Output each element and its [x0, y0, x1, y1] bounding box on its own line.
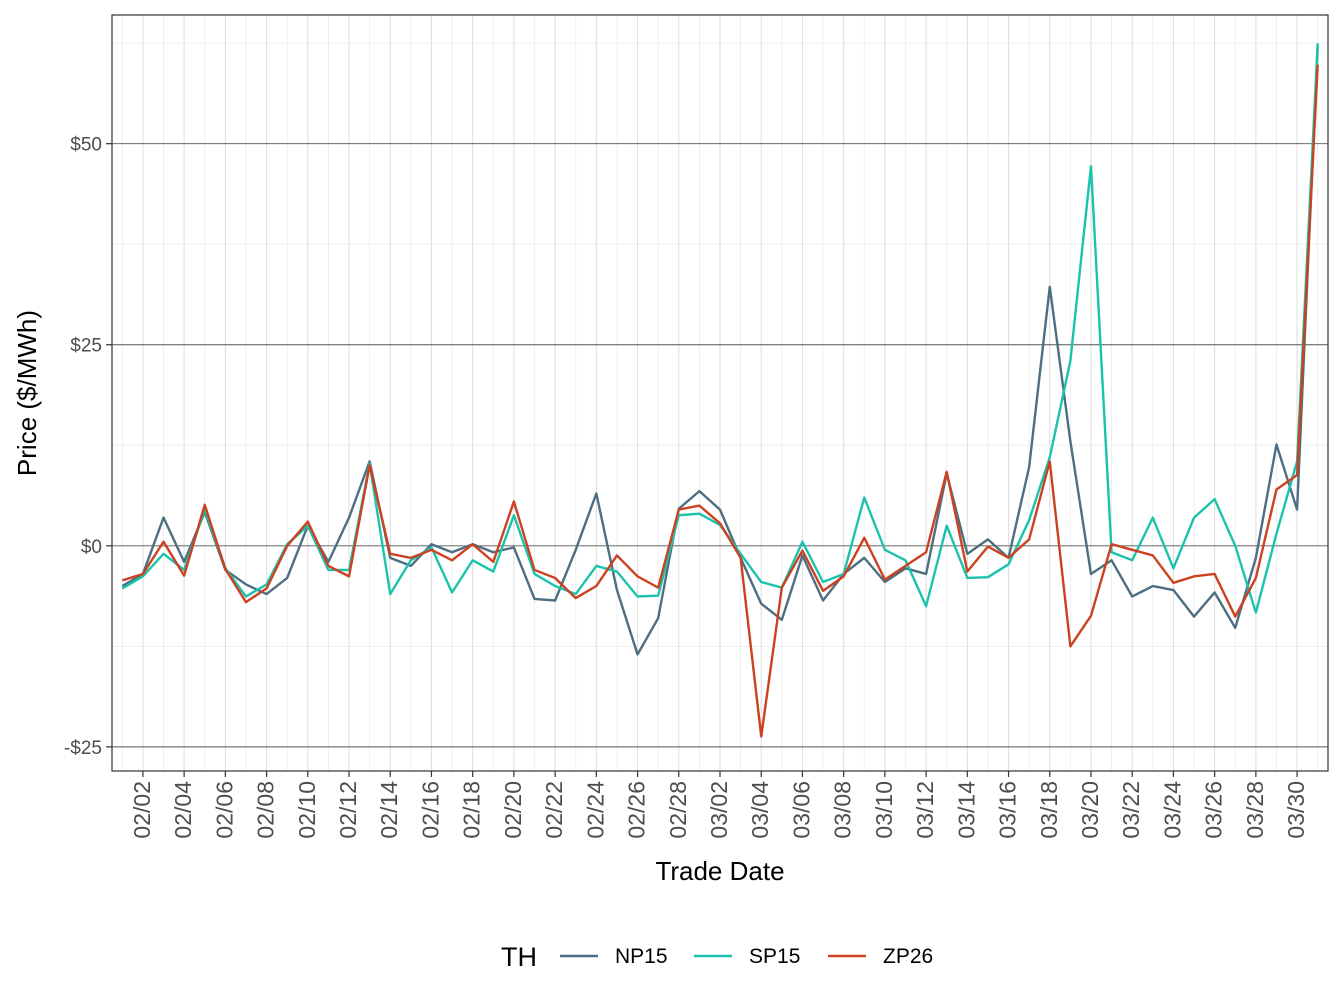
y-axis: -$25 $0 $25 $50	[64, 135, 112, 759]
x-tick-label: 03/20	[1077, 781, 1103, 839]
y-tick-label: -$25	[64, 738, 102, 759]
y-tick-label: $0	[81, 537, 102, 558]
x-tick-label: 03/30	[1283, 781, 1309, 839]
legend-label-zp26: ZP26	[883, 945, 933, 968]
y-tick-label: $25	[70, 336, 102, 357]
major-gridlines	[112, 15, 1328, 771]
x-tick-label: 02/10	[294, 781, 320, 839]
x-tick-label: 02/14	[376, 781, 402, 839]
legend-label-sp15: SP15	[749, 945, 800, 968]
series-lines	[121, 43, 1319, 738]
x-tick-label: 03/18	[1036, 781, 1062, 839]
x-tick-label: 02/20	[500, 781, 526, 839]
x-tick-label: 02/24	[582, 781, 608, 839]
x-axis: 02/02 02/04 02/06 02/08 02/10 02/12 02/14 02/16…	[129, 771, 1309, 839]
x-tick-label: 03/26	[1201, 781, 1227, 839]
x-tick-label: 03/10	[871, 781, 897, 839]
legend-label-np15: NP15	[615, 945, 668, 968]
y-axis-title: Price ($/MWh)	[12, 310, 42, 476]
series-line-zp26	[121, 64, 1319, 738]
x-tick-label: 02/28	[665, 781, 691, 839]
x-axis-title: Trade Date	[655, 856, 784, 886]
legend: TH NP15 SP15 ZP26	[501, 942, 933, 972]
x-tick-label: 02/26	[624, 781, 650, 839]
x-tick-label: 03/04	[747, 781, 773, 839]
y-tick-label: $50	[70, 135, 102, 156]
x-tick-label: 02/04	[170, 781, 196, 839]
x-tick-label: 03/08	[830, 781, 856, 839]
x-tick-label: 03/06	[788, 781, 814, 839]
x-tick-label: 02/12	[335, 781, 361, 839]
x-tick-label: 02/16	[417, 781, 443, 839]
x-tick-label: 03/24	[1159, 781, 1185, 839]
x-tick-label: 02/06	[211, 781, 237, 839]
x-tick-label: 02/08	[253, 781, 279, 839]
x-tick-label: 03/16	[995, 781, 1021, 839]
x-tick-label: 02/02	[129, 781, 155, 839]
x-tick-label: 02/18	[459, 781, 485, 839]
legend-title: TH	[501, 942, 537, 972]
x-tick-label: 03/28	[1242, 781, 1268, 839]
x-tick-label: 03/12	[912, 781, 938, 839]
x-tick-label: 03/02	[706, 781, 732, 839]
x-tick-label: 02/22	[541, 781, 567, 839]
x-tick-label: 03/22	[1118, 781, 1144, 839]
x-tick-label: 03/14	[953, 781, 979, 839]
